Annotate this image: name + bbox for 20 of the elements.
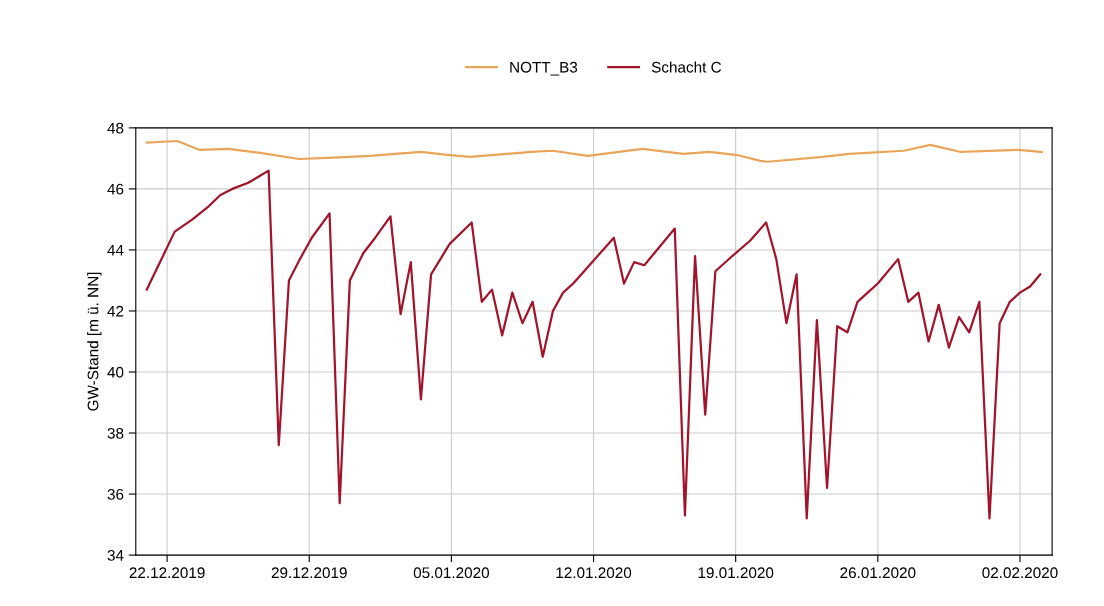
- x-tick-label: 19.01.2020: [698, 567, 774, 579]
- x-tick-label: 12.01.2020: [556, 567, 632, 579]
- y-tick-label: 42: [107, 305, 124, 317]
- y-tick-label: 40: [107, 366, 124, 378]
- x-tick-label: 26.01.2020: [840, 567, 916, 579]
- y-tick-label: 38: [107, 427, 124, 439]
- y-tick-label: 46: [107, 183, 124, 195]
- x-tick-label: 29.12.2019: [271, 567, 347, 579]
- y-axis-title: GW-Stand [m ü. NN]: [87, 272, 102, 411]
- legend-label: NOTT_B3: [510, 61, 578, 76]
- y-tick-label: 34: [107, 549, 124, 561]
- legend-label: Schacht C: [651, 61, 722, 73]
- y-tick-label: 48: [107, 122, 124, 134]
- line-series: [145, 169, 1042, 520]
- x-tick-label: 22.12.2019: [129, 567, 205, 579]
- y-tick-label: 44: [107, 244, 124, 256]
- x-tick-label: 05.01.2020: [413, 567, 490, 579]
- line-series: [145, 139, 1044, 163]
- x-tick-label: 02.02.2020: [982, 567, 1058, 579]
- y-tick-label: 36: [107, 488, 124, 500]
